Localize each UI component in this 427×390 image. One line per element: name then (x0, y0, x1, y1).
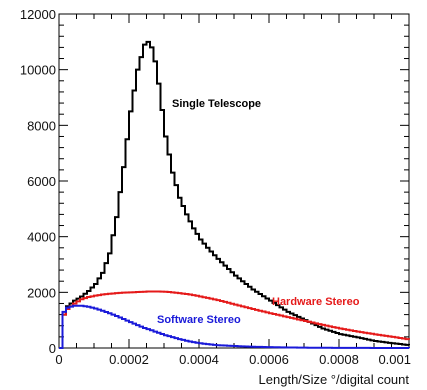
series-label-hardware-stereo: Hardware Stereo (272, 296, 360, 308)
series-line-software-stereo (59, 304, 410, 349)
y-tick-label: 12000 (20, 7, 56, 22)
x-tick-label: 0 (55, 352, 62, 367)
x-tick-label: 0.0004 (179, 352, 219, 367)
y-tick-label: 8000 (27, 118, 56, 133)
series-label-software-stereo: Software Stereo (157, 314, 241, 326)
x-axis-tick-labels: 0 0.0002 0.0004 0.0006 0.0008 0.001 (55, 352, 411, 367)
x-axis-title: Length/Size °/digital count (259, 372, 410, 387)
series-line-single-telescope (59, 40, 410, 349)
y-axis-ticks (59, 13, 409, 349)
series-lines (59, 40, 410, 349)
x-tick-label: 0.0002 (109, 352, 149, 367)
x-tick-label: 0.0006 (249, 352, 289, 367)
series-line-hardware-stereo (59, 290, 410, 349)
x-tick-label: 0.0008 (319, 352, 359, 367)
y-tick-label: 2000 (27, 285, 56, 300)
y-axis-tick-labels: 0 2000 4000 6000 8000 10000 12000 (20, 7, 56, 356)
y-tick-label: 10000 (20, 63, 56, 78)
series-label-single-telescope: Single Telescope (172, 98, 261, 110)
y-tick-label: 4000 (27, 230, 56, 245)
y-tick-label: 6000 (27, 174, 56, 189)
x-tick-label: 0.001 (378, 352, 411, 367)
y-tick-label: 0 (49, 341, 56, 356)
